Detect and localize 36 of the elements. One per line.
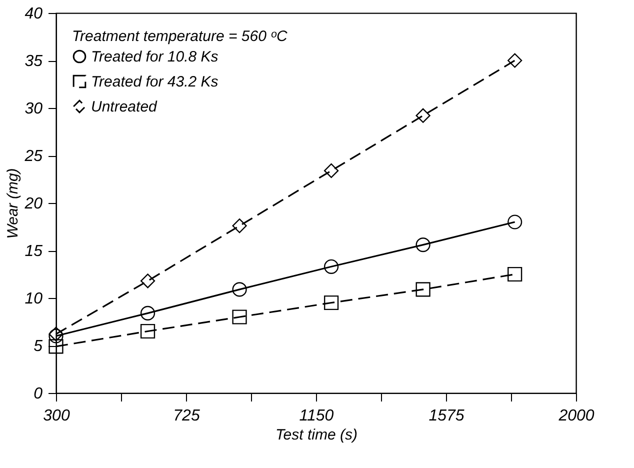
y-tick-label: 40 bbox=[24, 6, 43, 22]
y-tick-label: 20 bbox=[24, 196, 43, 212]
x-tick-label: 1150 bbox=[299, 408, 334, 424]
point bbox=[140, 274, 156, 288]
point bbox=[416, 282, 430, 297]
legend-label: Untreated bbox=[91, 98, 158, 116]
point bbox=[140, 324, 156, 339]
y-tick-label: 35 bbox=[24, 53, 43, 70]
point bbox=[324, 295, 339, 310]
y-tick-label: 25 bbox=[24, 148, 43, 165]
y-tick-label: 30 bbox=[24, 100, 43, 118]
point bbox=[508, 53, 522, 68]
point bbox=[140, 306, 156, 320]
y-tick-label: 15 bbox=[24, 243, 43, 260]
y-tick-label: 10 bbox=[24, 290, 43, 308]
legend-label: Treated for 43.2 Ks bbox=[91, 74, 219, 90]
x-tick-label: 2000 bbox=[558, 408, 594, 424]
point bbox=[508, 266, 522, 282]
point bbox=[508, 214, 522, 230]
point bbox=[232, 310, 247, 324]
x-axis-title: Test time (s) bbox=[276, 426, 358, 444]
y-tick-label: 5 bbox=[34, 338, 43, 355]
legend-title: Treatment temperature = 560 ᵒC bbox=[72, 28, 288, 45]
y-tick-label: 0 bbox=[34, 386, 43, 402]
y-axis-title: Wear (mg) bbox=[4, 168, 22, 239]
point bbox=[324, 259, 339, 274]
point bbox=[232, 218, 247, 234]
x-tick-label: 1575 bbox=[428, 408, 464, 424]
point bbox=[48, 339, 64, 354]
point bbox=[324, 163, 339, 178]
point bbox=[416, 108, 430, 123]
point bbox=[232, 282, 247, 297]
x-tick-label: 300 bbox=[43, 408, 70, 424]
legend-label: Treated for 10.8 Ks bbox=[91, 48, 219, 66]
point bbox=[416, 238, 430, 252]
x-tick-label: 725 bbox=[173, 408, 200, 424]
